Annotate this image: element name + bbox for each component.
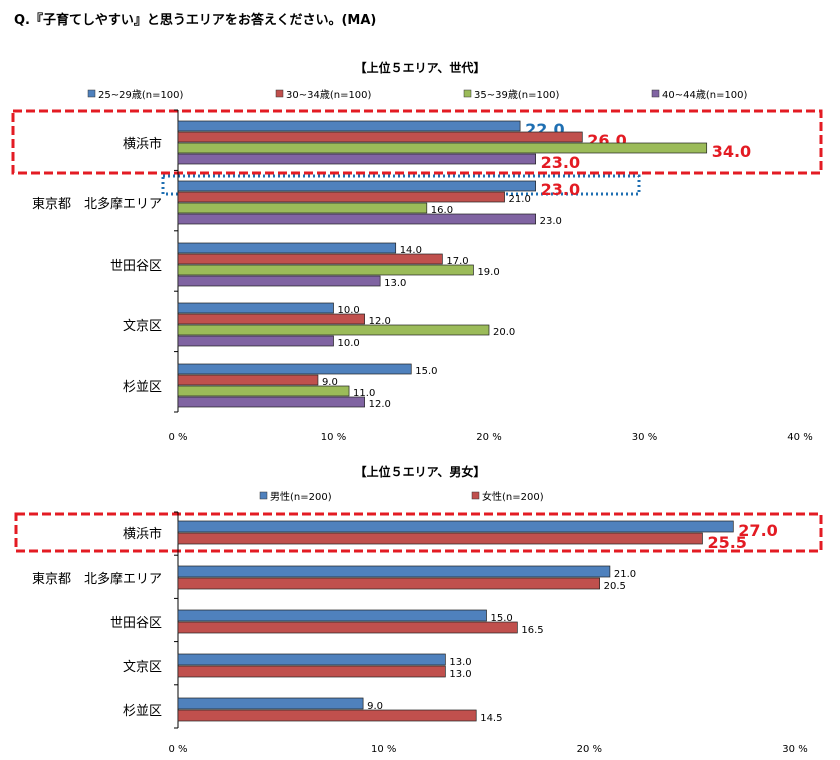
- data-label-4-0: 9.0: [367, 701, 383, 712]
- data-label-4-0: 15.0: [415, 366, 437, 377]
- legend-swatch-1: [275, 89, 284, 98]
- legend-label-3: 40~44歳(n=100): [662, 89, 748, 101]
- category-label-4: 杉並区: [123, 380, 162, 395]
- data-label-4-2: 11.0: [353, 388, 375, 399]
- chart-title: 【上位５エリア、男女】: [355, 464, 486, 479]
- data-label-0-0: 27.0: [738, 521, 777, 540]
- bar-2-1: [177, 621, 518, 634]
- bar-1-2: [177, 202, 428, 214]
- bar-2-0: [177, 242, 397, 254]
- data-label-3-3: 10.0: [338, 338, 360, 349]
- bar-1-1: [177, 191, 505, 203]
- data-label-2-3: 13.0: [384, 278, 406, 289]
- bar-3-0: [177, 302, 334, 314]
- highlight-box-yokohama: [11, 109, 823, 175]
- bar-2-1: [177, 253, 443, 265]
- x-tick-label: 40 %: [787, 432, 812, 443]
- bar-4-3: [177, 396, 365, 408]
- data-label-4-1: 9.0: [322, 377, 338, 388]
- category-label-2: 世田谷区: [110, 616, 162, 631]
- data-label-0-1: 25.5: [707, 533, 746, 552]
- bar-0-3: [177, 153, 536, 165]
- data-label-0-3: 23.0: [541, 153, 580, 172]
- category-label-3: 文京区: [123, 319, 162, 334]
- data-label-2-1: 16.5: [521, 625, 543, 636]
- bar-0-2: [177, 142, 708, 154]
- legend-swatch-2: [463, 89, 472, 98]
- legend-label-1: 30~34歳(n=100): [286, 89, 372, 101]
- legend-swatch-0: [87, 89, 96, 98]
- bar-1-0: [177, 565, 611, 578]
- x-tick-label: 20 %: [577, 744, 602, 755]
- data-label-4-3: 12.0: [369, 399, 391, 410]
- bar-0-0: [177, 120, 521, 132]
- legend-label-0: 25~29歳(n=100): [98, 89, 184, 101]
- category-label-1: 東京都 北多摩エリア: [32, 571, 162, 587]
- x-tick-label: 0 %: [168, 432, 187, 443]
- legend-swatch-1: [471, 491, 480, 500]
- data-label-2-1: 17.0: [446, 256, 468, 267]
- bar-3-0: [177, 653, 446, 666]
- bar-1-0: [177, 180, 536, 192]
- bar-4-1: [177, 374, 319, 386]
- legend-swatch-3: [651, 89, 660, 98]
- legend-label-0: 男性(n=200): [270, 490, 332, 503]
- data-label-2-0: 14.0: [400, 245, 422, 256]
- legend-label-2: 35~39歳(n=100): [474, 89, 560, 101]
- data-label-3-0: 10.0: [338, 305, 360, 316]
- question-title: Q.『子育てしやすい』と思うエリアをお答えください。(MA): [14, 13, 377, 28]
- bar-1-1: [177, 577, 600, 590]
- bar-0-0: [177, 520, 734, 533]
- data-label-1-0: 21.0: [614, 569, 636, 580]
- category-label-2: 世田谷区: [110, 259, 162, 274]
- data-label-1-0: 23.0: [541, 180, 580, 199]
- data-label-0-2: 34.0: [712, 142, 751, 161]
- category-label-3: 文京区: [123, 660, 162, 675]
- x-tick-label: 0 %: [168, 744, 187, 755]
- bar-3-1: [177, 665, 446, 678]
- x-tick-label: 10 %: [371, 744, 396, 755]
- category-label-0: 横浜市: [123, 136, 162, 152]
- bar-0-1: [177, 131, 583, 143]
- x-tick-label: 10 %: [321, 432, 346, 443]
- data-label-3-1: 13.0: [449, 669, 471, 680]
- category-label-1: 東京都 北多摩エリア: [32, 196, 162, 212]
- bar-2-2: [177, 264, 474, 276]
- data-label-1-1: 21.0: [509, 194, 531, 205]
- legend-label-1: 女性(n=200): [482, 490, 544, 503]
- data-label-1-2: 16.0: [431, 205, 453, 216]
- bar-3-1: [177, 313, 365, 325]
- x-tick-label: 20 %: [476, 432, 501, 443]
- category-label-0: 横浜市: [123, 526, 162, 542]
- chart-by-age: 【上位５エリア、世代】 25~29歳(n=100) 30~34歳(n=100) 35~…: [11, 60, 823, 443]
- bar-4-0: [177, 363, 412, 375]
- bar-0-1: [177, 532, 703, 545]
- data-label-4-1: 14.5: [480, 713, 502, 724]
- category-label-4: 杉並区: [123, 704, 162, 719]
- data-label-2-2: 19.0: [477, 267, 499, 278]
- data-label-1-1: 20.5: [604, 581, 626, 592]
- chart-title: 【上位５エリア、世代】: [355, 60, 486, 75]
- chart-by-gender: 【上位５エリア、男女】男性(n=200) 女性(n=200) 0 % 10 % 20 %…: [14, 464, 823, 755]
- bar-4-1: [177, 709, 477, 722]
- x-tick-label: 30 %: [632, 432, 657, 443]
- bar-4-0: [177, 697, 364, 710]
- legend-swatch-0: [259, 491, 268, 500]
- highlight-box-yokohama-gender: [14, 512, 823, 553]
- data-label-3-0: 13.0: [449, 657, 471, 668]
- bar-3-3: [177, 335, 334, 347]
- data-label-1-3: 23.0: [540, 216, 562, 227]
- bar-2-3: [177, 275, 381, 287]
- data-label-3-2: 20.0: [493, 327, 515, 338]
- bar-2-0: [177, 609, 487, 622]
- bar-1-3: [177, 213, 536, 225]
- data-label-3-1: 12.0: [369, 316, 391, 327]
- bar-3-2: [177, 324, 490, 336]
- bar-4-2: [177, 385, 350, 397]
- data-label-2-0: 15.0: [491, 613, 513, 624]
- x-tick-label: 30 %: [782, 744, 807, 755]
